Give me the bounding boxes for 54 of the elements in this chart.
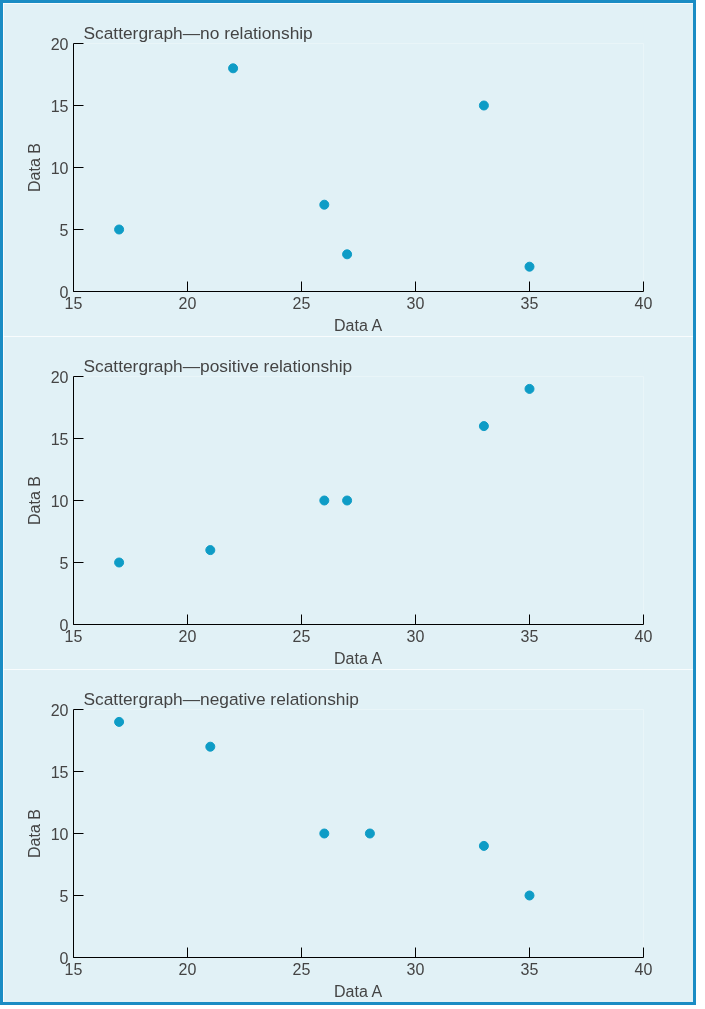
point: [478, 421, 489, 432]
y-tick-label: 15: [50, 430, 69, 448]
point: [524, 890, 535, 901]
y-tick-label: 20: [50, 35, 69, 53]
x-axis-title: Data A: [334, 982, 383, 1000]
chart-title: Scattergraph—no relationship: [83, 22, 313, 43]
y-tick-label: 10: [50, 492, 69, 510]
chart-title: Scattergraph—negative relationship: [83, 688, 359, 709]
y-tick-label: 15: [50, 763, 69, 781]
point: [364, 828, 375, 839]
x-axis-title: Data A: [334, 649, 383, 667]
point: [342, 495, 353, 506]
x-axis-title: Data A: [334, 316, 383, 334]
point: [524, 383, 535, 394]
y-tick-label: 20: [50, 701, 69, 719]
point: [205, 741, 216, 752]
point: [342, 249, 353, 260]
y-tick-label: 10: [50, 825, 69, 843]
x-tick-label: 25: [292, 960, 311, 978]
y-tick-label: 15: [50, 97, 69, 115]
chart-title: Scattergraph—positive relationship: [83, 355, 353, 376]
x-tick-label: 40: [634, 294, 653, 312]
point: [319, 495, 330, 506]
x-tick-label: 25: [292, 294, 311, 312]
point: [524, 261, 535, 272]
point: [205, 545, 216, 556]
x-tick-label: 30: [406, 627, 425, 645]
x-tick-label: 40: [634, 627, 653, 645]
point: [228, 63, 239, 74]
x-tick-label: 20: [178, 627, 197, 645]
y-tick-label: 10: [50, 159, 69, 177]
x-tick-label: 40: [634, 960, 653, 978]
point: [478, 840, 489, 851]
point: [319, 828, 330, 839]
point: [114, 716, 125, 727]
y-tick-label: 20: [50, 368, 69, 386]
y-axis-title: Data B: [25, 476, 43, 525]
y-axis-title: Data B: [25, 143, 43, 192]
point: [114, 557, 125, 568]
x-tick-label: 30: [406, 960, 425, 978]
x-tick-label: 35: [520, 294, 539, 312]
y-tick-label: 5: [59, 554, 69, 572]
x-tick-label: 35: [520, 960, 539, 978]
point: [114, 224, 125, 235]
point: [319, 199, 330, 210]
x-tick-label: 35: [520, 627, 539, 645]
y-axis-title: Data B: [25, 809, 43, 858]
x-tick-label: 25: [292, 627, 311, 645]
y-tick-label: 5: [59, 221, 69, 239]
x-tick-label: 30: [406, 294, 425, 312]
point: [478, 100, 489, 111]
x-tick-label: 20: [178, 960, 197, 978]
x-tick-label: 20: [178, 294, 197, 312]
y-tick-label: 5: [59, 887, 69, 905]
